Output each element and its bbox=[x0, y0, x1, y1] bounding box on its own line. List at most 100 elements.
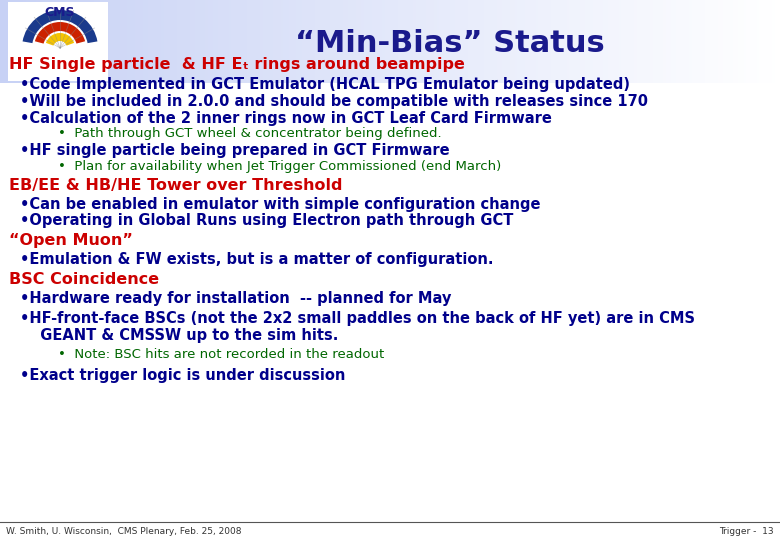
Bar bbox=[109, 0, 113, 83]
Text: •Operating in Global Runs using Electron path through GCT: •Operating in Global Runs using Electron… bbox=[20, 213, 513, 228]
Bar bbox=[502, 0, 505, 83]
Bar bbox=[31, 0, 35, 83]
Bar bbox=[431, 0, 435, 83]
Bar bbox=[661, 0, 664, 83]
Bar bbox=[236, 0, 240, 83]
Bar bbox=[78, 0, 82, 83]
Bar bbox=[421, 0, 425, 83]
Bar bbox=[587, 0, 591, 83]
Text: BSC Coincidence: BSC Coincidence bbox=[9, 272, 159, 287]
Bar bbox=[16, 0, 20, 83]
Bar bbox=[473, 0, 477, 83]
Bar bbox=[260, 0, 264, 83]
Bar bbox=[632, 0, 636, 83]
Bar bbox=[115, 0, 118, 83]
Bar bbox=[624, 0, 628, 83]
Bar bbox=[5, 0, 9, 83]
Bar bbox=[725, 0, 729, 83]
Bar bbox=[569, 0, 573, 83]
Bar bbox=[481, 0, 484, 83]
Bar bbox=[546, 0, 550, 83]
Bar bbox=[294, 0, 297, 83]
Bar bbox=[743, 0, 747, 83]
Bar bbox=[213, 0, 217, 83]
Bar bbox=[749, 0, 753, 83]
Bar bbox=[143, 0, 147, 83]
Bar bbox=[39, 0, 43, 83]
Bar bbox=[572, 0, 576, 83]
Bar bbox=[392, 0, 396, 83]
Bar bbox=[271, 0, 274, 83]
Bar bbox=[333, 0, 336, 83]
Bar bbox=[307, 0, 310, 83]
Text: •HF-front-face BSCs (not the 2x2 small paddles on the back of HF yet) are in CMS: •HF-front-face BSCs (not the 2x2 small p… bbox=[20, 311, 694, 326]
Text: •Can be enabled in emulator with simple configuration change: •Can be enabled in emulator with simple … bbox=[20, 197, 540, 212]
Bar bbox=[310, 0, 313, 83]
Bar bbox=[562, 0, 566, 83]
Bar bbox=[185, 0, 188, 83]
Bar bbox=[494, 0, 498, 83]
Bar bbox=[419, 0, 422, 83]
Bar bbox=[583, 0, 586, 83]
Bar bbox=[353, 0, 357, 83]
Text: GEANT & CMSSW up to the sim hits.: GEANT & CMSSW up to the sim hits. bbox=[30, 328, 338, 343]
Bar bbox=[634, 0, 638, 83]
Bar bbox=[359, 0, 363, 83]
Bar bbox=[736, 0, 739, 83]
Bar bbox=[741, 0, 745, 83]
Bar bbox=[2, 0, 6, 83]
Bar bbox=[770, 0, 773, 83]
Bar bbox=[101, 0, 105, 83]
Bar bbox=[668, 0, 672, 83]
Bar bbox=[216, 0, 219, 83]
Bar bbox=[182, 0, 186, 83]
Bar bbox=[158, 0, 162, 83]
Bar bbox=[239, 0, 243, 83]
Bar bbox=[629, 0, 633, 83]
Bar bbox=[52, 0, 55, 83]
Bar bbox=[544, 0, 547, 83]
Bar bbox=[361, 0, 365, 83]
Wedge shape bbox=[35, 22, 85, 44]
Bar bbox=[314, 0, 318, 83]
Bar bbox=[125, 0, 129, 83]
Bar bbox=[278, 0, 282, 83]
Bar bbox=[525, 0, 529, 83]
Bar bbox=[242, 0, 246, 83]
Bar bbox=[161, 0, 165, 83]
Bar bbox=[416, 0, 420, 83]
Bar bbox=[585, 0, 589, 83]
Bar bbox=[226, 0, 230, 83]
Bar bbox=[702, 0, 706, 83]
Bar bbox=[86, 0, 90, 83]
Text: CMS: CMS bbox=[44, 5, 75, 18]
Bar bbox=[595, 0, 599, 83]
Bar bbox=[299, 0, 303, 83]
Bar bbox=[351, 0, 355, 83]
Bar bbox=[117, 0, 121, 83]
Text: •Emulation & FW exists, but is a matter of configuration.: •Emulation & FW exists, but is a matter … bbox=[20, 252, 493, 267]
Bar bbox=[751, 0, 755, 83]
Bar bbox=[13, 0, 16, 83]
Bar bbox=[523, 0, 526, 83]
Bar bbox=[190, 0, 193, 83]
Bar bbox=[505, 0, 508, 83]
Wedge shape bbox=[23, 10, 98, 43]
Bar bbox=[356, 0, 360, 83]
Bar bbox=[455, 0, 459, 83]
Bar bbox=[517, 0, 521, 83]
Bar bbox=[470, 0, 474, 83]
Bar bbox=[614, 0, 617, 83]
Bar bbox=[538, 0, 542, 83]
Bar bbox=[341, 0, 344, 83]
Text: •  Path through GCT wheel & concentrator being defined.: • Path through GCT wheel & concentrator … bbox=[58, 127, 442, 140]
Bar bbox=[689, 0, 693, 83]
Bar bbox=[452, 0, 456, 83]
Bar bbox=[577, 0, 581, 83]
Bar bbox=[34, 0, 37, 83]
Bar bbox=[57, 0, 61, 83]
Bar bbox=[187, 0, 191, 83]
Bar bbox=[411, 0, 414, 83]
Bar bbox=[26, 0, 30, 83]
Bar bbox=[346, 0, 349, 83]
